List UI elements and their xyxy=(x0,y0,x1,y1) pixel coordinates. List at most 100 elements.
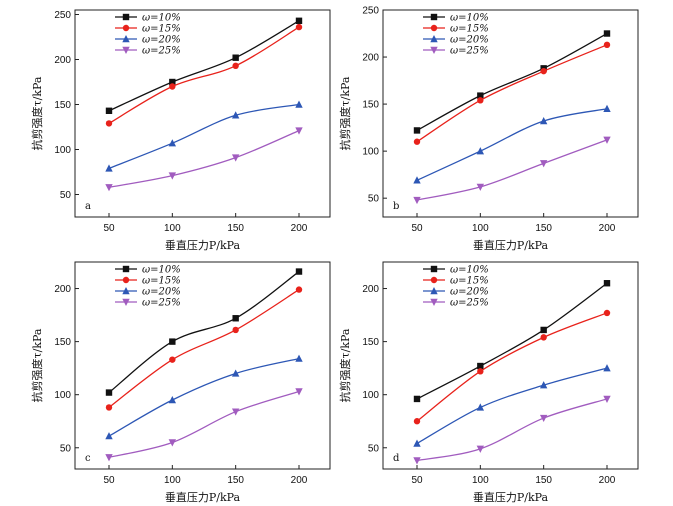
data-point xyxy=(105,404,113,411)
y-tick-label: 150 xyxy=(54,337,71,348)
series-3 xyxy=(105,354,303,440)
data-point xyxy=(539,414,548,423)
data-point xyxy=(169,83,176,90)
y-axis-label: 抗剪强度τ/kPa xyxy=(30,76,44,150)
data-point xyxy=(168,396,177,404)
data-point xyxy=(539,117,548,125)
y-tick-label: 50 xyxy=(60,190,72,201)
data-point xyxy=(413,439,421,447)
data-point xyxy=(413,395,421,403)
y-tick-label: 200 xyxy=(54,55,71,66)
x-axis-label: 垂直压力P/kPa xyxy=(165,490,241,504)
data-point xyxy=(295,354,303,362)
legend-marker xyxy=(430,287,438,295)
data-point xyxy=(476,403,485,411)
data-point xyxy=(413,127,421,134)
series-line xyxy=(416,108,608,181)
data-point xyxy=(295,268,303,275)
legend-marker xyxy=(430,46,438,54)
series-line xyxy=(108,271,300,394)
legend-entry: ω=25% xyxy=(142,46,181,57)
data-point xyxy=(540,326,547,334)
legend-entry: ω=10% xyxy=(142,265,181,276)
x-tick-label: 100 xyxy=(472,475,489,486)
data-point xyxy=(539,160,548,168)
data-point xyxy=(477,97,484,104)
legend: ω=10%ω=15%ω=20%ω=25% xyxy=(423,13,489,57)
y-tick-label: 50 xyxy=(368,194,380,205)
series-3 xyxy=(413,364,611,447)
x-tick-label: 200 xyxy=(599,223,616,234)
series-2 xyxy=(413,41,611,145)
data-point xyxy=(295,100,303,108)
x-tick-label: 150 xyxy=(227,475,244,486)
legend-marker xyxy=(122,46,130,54)
plot-frame xyxy=(74,261,331,470)
data-point xyxy=(477,362,484,370)
legend-entry: ω=10% xyxy=(450,13,489,24)
legend: ω=10%ω=15%ω=20%ω=25% xyxy=(115,265,181,309)
data-point xyxy=(168,139,177,147)
series-4 xyxy=(413,136,611,205)
x-tick-label: 200 xyxy=(291,223,308,234)
data-point xyxy=(539,381,548,389)
series-1 xyxy=(413,280,611,403)
data-point xyxy=(232,326,239,334)
y-tick-label: 150 xyxy=(54,100,71,111)
legend-marker xyxy=(430,13,438,21)
series-line xyxy=(416,44,608,143)
data-point xyxy=(168,172,177,180)
y-tick-label: 100 xyxy=(54,390,71,401)
data-point xyxy=(105,389,113,396)
legend-entry: ω=15% xyxy=(450,24,489,35)
series-2 xyxy=(105,286,303,411)
series-3 xyxy=(413,104,611,184)
data-point xyxy=(105,454,113,462)
legend-marker xyxy=(122,24,130,32)
legend-entry: ω=20% xyxy=(142,35,181,46)
data-point xyxy=(231,369,240,377)
legend-entry: ω=15% xyxy=(142,24,181,35)
legend-marker xyxy=(430,24,438,32)
data-point xyxy=(476,445,485,453)
data-point xyxy=(105,184,113,192)
series-line xyxy=(108,26,300,124)
legend-entry: ω=25% xyxy=(450,46,489,57)
chart-panel-b: 50 100 150 200 250 50 100 150 200 垂直压力P/kPa 抗剪强度τ/… xyxy=(338,6,639,252)
legend-entry: ω=25% xyxy=(142,298,181,309)
series-1 xyxy=(105,268,303,396)
data-point xyxy=(231,408,240,416)
legend-marker xyxy=(122,276,130,284)
legend-marker xyxy=(430,276,438,284)
data-point xyxy=(413,457,421,465)
series-line xyxy=(416,32,608,132)
legend-marker xyxy=(122,265,130,273)
y-tick-label: 150 xyxy=(362,100,379,111)
y-tick-label: 200 xyxy=(54,284,71,295)
data-point xyxy=(295,127,303,135)
series-line xyxy=(416,312,608,422)
series-line xyxy=(416,367,608,445)
x-tick-label: 200 xyxy=(291,475,308,486)
plot-frame xyxy=(382,9,639,218)
legend-entry: ω=20% xyxy=(450,287,489,298)
data-point xyxy=(232,62,239,69)
y-tick-label: 100 xyxy=(362,147,379,158)
data-point xyxy=(603,309,611,317)
y-axis-label: 抗剪强度τ/kPa xyxy=(338,76,352,150)
data-point xyxy=(169,78,176,86)
series-2 xyxy=(105,23,303,127)
plot-frame xyxy=(74,9,331,218)
legend-marker xyxy=(430,35,438,43)
legend-marker xyxy=(122,298,130,306)
y-axis-label: 抗剪强度τ/kPa xyxy=(30,328,44,402)
data-point xyxy=(477,368,484,375)
data-point xyxy=(540,334,547,341)
series-line xyxy=(416,139,608,201)
x-axis-label: 垂直压力P/kPa xyxy=(165,238,241,252)
y-tick-label: 100 xyxy=(362,390,379,401)
data-point xyxy=(295,388,303,396)
legend-entry: ω=10% xyxy=(142,13,181,24)
data-point xyxy=(105,432,113,440)
legend-marker xyxy=(430,265,438,273)
